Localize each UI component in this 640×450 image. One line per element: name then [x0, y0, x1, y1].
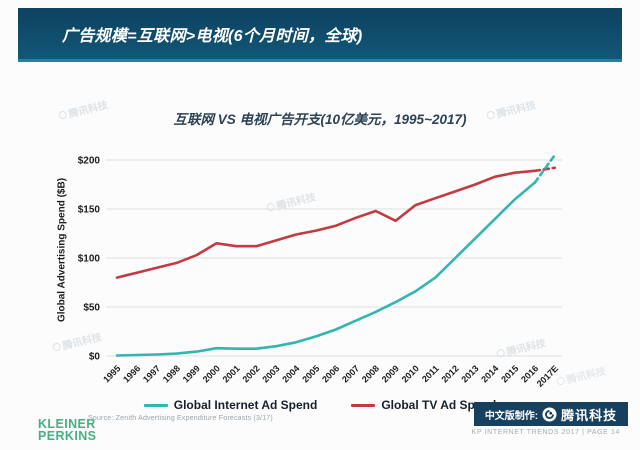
page-info: KP INTERNET TRENDS 2017 | PAGE 14: [471, 429, 620, 436]
svg-text:2001: 2001: [221, 363, 242, 384]
svg-text:2009: 2009: [380, 363, 401, 384]
slide-title: 广告规模=互联网>电视(6个月时间，全球): [62, 27, 363, 45]
svg-text:2003: 2003: [260, 363, 281, 384]
svg-text:2004: 2004: [280, 363, 301, 384]
chart-title: 互联网 VS 电视广告开支(10亿美元，1995~2017): [173, 112, 467, 127]
svg-text:2011: 2011: [420, 363, 441, 384]
y-axis-label: Global Advertising Spend ($B): [56, 177, 68, 323]
svg-text:1996: 1996: [121, 363, 142, 384]
svg-text:2013: 2013: [459, 363, 480, 384]
svg-text:2015: 2015: [499, 363, 520, 384]
svg-text:1995: 1995: [101, 363, 122, 384]
legend-item-internet: Global Internet Ad Spend: [143, 398, 318, 412]
watermark-logo-icon: [51, 341, 62, 352]
svg-text:2010: 2010: [400, 363, 421, 384]
chart-legend: Global Internet Ad Spend Global TV Ad Sp…: [0, 398, 640, 412]
svg-text:$100: $100: [78, 254, 101, 265]
kp-logo-line2: PERKINS: [38, 428, 97, 443]
legend-label-internet: Global Internet Ad Spend: [173, 398, 318, 412]
kp-logo-line1: KLEINER: [38, 417, 96, 431]
svg-text:$150: $150: [78, 205, 101, 216]
svg-text:2008: 2008: [360, 363, 381, 384]
svg-text:2012: 2012: [439, 363, 460, 384]
svg-text:2000: 2000: [201, 363, 222, 384]
svg-text:2007: 2007: [340, 363, 361, 384]
internet-line-swatch: [143, 403, 168, 407]
credit-label: 中文版制作:: [484, 410, 539, 422]
legend-item-tv: Global TV Ad Spend: [351, 398, 496, 412]
svg-text:$0: $0: [89, 352, 101, 363]
svg-text:2005: 2005: [300, 363, 321, 384]
svg-text:2002: 2002: [240, 363, 261, 384]
slide-header-banner: 广告规模=互联网>电视(6个月时间，全球): [18, 8, 622, 62]
line-chart: $0$50$100$150$20019951996199719981999200…: [78, 153, 562, 389]
tencent-tech-logo-icon: [542, 406, 557, 422]
tv-line-swatch: [351, 403, 376, 407]
source-note: Source: Zenith Advertising Expenditure F…: [88, 415, 273, 422]
svg-text:1999: 1999: [181, 363, 202, 384]
credit-brand: 腾讯科技: [561, 407, 618, 423]
svg-text:2017E: 2017E: [535, 363, 560, 388]
svg-text:1997: 1997: [141, 363, 162, 384]
svg-text:2014: 2014: [479, 363, 500, 384]
kleiner-perkins-logo: KLEINER PERKINS: [38, 417, 97, 443]
credit-box: 中文版制作: 腾讯科技: [474, 402, 628, 426]
svg-text:$50: $50: [83, 303, 100, 314]
svg-text:1998: 1998: [161, 363, 182, 384]
svg-text:$200: $200: [78, 156, 101, 167]
legend-label-tv: Global TV Ad Spend: [381, 398, 497, 412]
svg-text:2006: 2006: [320, 363, 341, 384]
